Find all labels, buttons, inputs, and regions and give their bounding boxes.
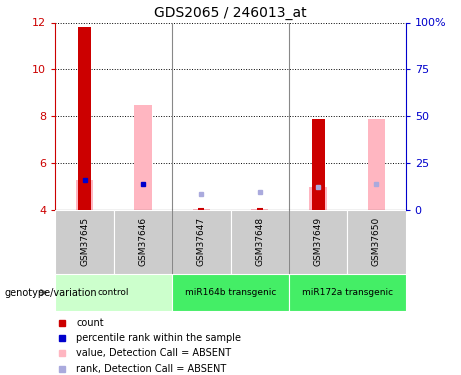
Text: rank, Detection Call = ABSENT: rank, Detection Call = ABSENT: [77, 364, 227, 374]
Bar: [251, 209, 268, 210]
Text: count: count: [77, 318, 104, 328]
Bar: [309, 187, 327, 210]
Bar: [55, 210, 114, 274]
Text: GSM37645: GSM37645: [80, 217, 89, 266]
Text: genotype/variation: genotype/variation: [5, 288, 97, 297]
Bar: [134, 105, 152, 210]
Bar: [230, 210, 289, 274]
Bar: [289, 210, 347, 274]
Text: percentile rank within the sample: percentile rank within the sample: [77, 333, 242, 343]
Text: GSM37646: GSM37646: [138, 217, 148, 266]
Bar: [193, 209, 210, 210]
Bar: [114, 210, 172, 274]
Text: miR172a transgenic: miR172a transgenic: [301, 288, 393, 297]
Text: value, Detection Call = ABSENT: value, Detection Call = ABSENT: [77, 348, 231, 358]
Bar: [289, 274, 406, 311]
Bar: [172, 210, 230, 274]
Bar: [78, 27, 91, 210]
Bar: [172, 274, 289, 311]
Text: control: control: [98, 288, 130, 297]
Text: GSM37650: GSM37650: [372, 217, 381, 267]
Text: GSM37647: GSM37647: [197, 217, 206, 266]
Bar: [55, 274, 172, 311]
Text: GSM37648: GSM37648: [255, 217, 264, 266]
Bar: [368, 118, 385, 210]
Title: GDS2065 / 246013_at: GDS2065 / 246013_at: [154, 6, 307, 20]
Text: miR164b transgenic: miR164b transgenic: [185, 288, 276, 297]
Bar: [347, 210, 406, 274]
Bar: [76, 180, 93, 210]
Text: GSM37649: GSM37649: [313, 217, 323, 266]
Bar: [312, 118, 325, 210]
